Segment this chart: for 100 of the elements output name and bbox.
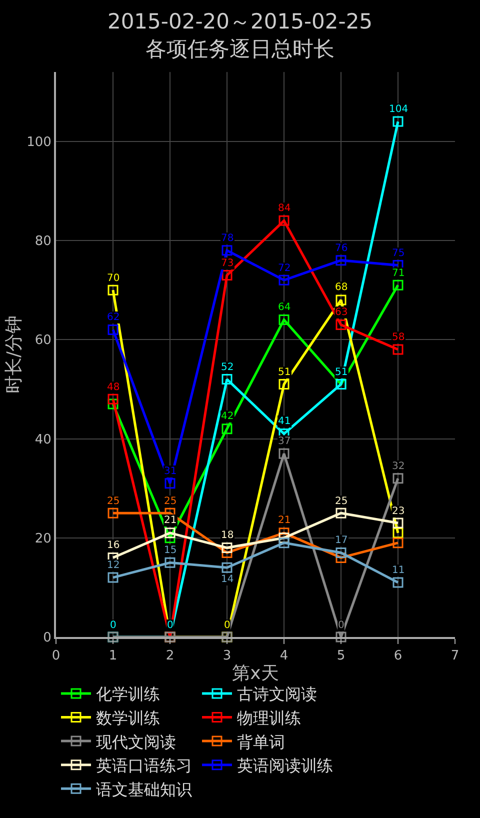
data-label: 104 xyxy=(389,104,408,115)
data-label: 64 xyxy=(278,302,291,313)
y-tick-label: 0 xyxy=(43,630,52,646)
data-label: 18 xyxy=(221,530,234,541)
chart-title: 2015-02-20～2015-02-25 xyxy=(107,10,373,34)
chart-subtitle: 各项任务逐日总时长 xyxy=(146,36,334,61)
legend-label: 语文基础知识 xyxy=(96,780,192,799)
data-label: 68 xyxy=(335,282,348,293)
data-label: 32 xyxy=(392,461,405,472)
data-label: 70 xyxy=(107,273,120,284)
y-tick-label: 100 xyxy=(26,134,52,150)
x-tick-label: 1 xyxy=(108,648,118,664)
data-label: 11 xyxy=(392,565,405,576)
point xyxy=(336,632,346,642)
legend-label: 古诗文阅读 xyxy=(237,684,317,704)
data-label: 0 xyxy=(338,620,344,631)
data-label: 0 xyxy=(110,620,116,631)
point xyxy=(108,394,118,404)
data-label: 0 xyxy=(224,620,230,631)
data-label: 25 xyxy=(107,496,120,507)
point xyxy=(108,398,118,410)
data-label: 62 xyxy=(107,312,120,323)
point xyxy=(336,320,346,330)
point xyxy=(278,532,290,544)
point xyxy=(222,562,232,573)
legend-label: 数学训练 xyxy=(96,708,160,728)
point xyxy=(336,548,346,558)
y-tick-label: 80 xyxy=(34,234,52,250)
data-label: 71 xyxy=(392,268,405,279)
x-tick-label: 5 xyxy=(336,648,346,664)
data-label: 31 xyxy=(164,466,177,477)
point xyxy=(222,245,232,256)
data-label: 78 xyxy=(221,233,234,244)
point xyxy=(222,542,232,554)
point xyxy=(278,378,290,390)
data-label: 23 xyxy=(392,506,405,517)
point xyxy=(108,284,118,296)
data-label: 51 xyxy=(335,367,348,378)
point xyxy=(222,548,232,558)
data-label: 75 xyxy=(392,248,405,259)
data-label: 21 xyxy=(164,515,177,526)
point xyxy=(164,557,176,568)
legend-label: 化学训练 xyxy=(96,684,160,704)
point xyxy=(392,577,404,588)
data-label: 0 xyxy=(167,620,174,631)
data-label: 63 xyxy=(335,307,348,318)
data-label: 51 xyxy=(278,367,291,378)
y-tick-label: 20 xyxy=(34,531,52,546)
legend-label: 英语阅读训练 xyxy=(237,756,333,776)
point xyxy=(164,478,176,489)
x-tick-label: 4 xyxy=(280,648,288,664)
data-label: 15 xyxy=(164,545,177,556)
y-tick-label: 40 xyxy=(34,432,52,448)
point xyxy=(222,270,232,280)
data-label: 76 xyxy=(335,243,348,254)
point xyxy=(392,344,404,355)
x-tick-label: 2 xyxy=(166,648,174,664)
data-label: 73 xyxy=(221,258,234,269)
point xyxy=(222,424,232,434)
x-tick-label: 6 xyxy=(394,648,402,664)
legend-label: 英语口语练习 xyxy=(96,756,192,776)
point xyxy=(392,538,404,548)
data-label: 48 xyxy=(107,382,120,393)
data-label: 58 xyxy=(392,332,405,343)
point xyxy=(336,294,346,306)
point xyxy=(392,473,404,484)
data-label: 72 xyxy=(278,263,291,274)
point xyxy=(278,448,290,459)
data-label: 25 xyxy=(164,496,177,507)
point xyxy=(278,274,290,286)
x-tick-label: 3 xyxy=(222,648,232,664)
point xyxy=(164,528,176,538)
point xyxy=(222,374,232,385)
point xyxy=(392,528,404,538)
point xyxy=(108,324,118,335)
x-tick-label: 7 xyxy=(450,648,460,664)
point xyxy=(336,255,346,266)
y-axis-title: 时长/分钟 xyxy=(3,315,24,394)
point xyxy=(278,215,290,226)
point xyxy=(392,518,404,528)
legend-label: 物理训练 xyxy=(237,708,301,728)
point xyxy=(108,508,118,518)
point xyxy=(392,280,404,290)
data-label: 52 xyxy=(221,362,234,373)
data-label: 21 xyxy=(278,515,291,526)
data-label: 17 xyxy=(335,535,348,546)
point xyxy=(392,116,404,127)
point xyxy=(108,572,118,583)
data-label: 41 xyxy=(278,416,291,427)
data-label: 42 xyxy=(221,411,234,422)
data-label: 14 xyxy=(221,574,234,585)
data-label: 25 xyxy=(335,496,348,507)
data-label: 37 xyxy=(278,436,291,447)
y-tick-label: 60 xyxy=(34,333,52,348)
point xyxy=(278,538,290,548)
data-label: 12 xyxy=(107,560,120,571)
legend-label: 现代文阅读 xyxy=(96,732,176,752)
legend-label: 背单词 xyxy=(237,732,285,752)
data-label: 84 xyxy=(278,203,291,214)
point xyxy=(336,508,346,518)
